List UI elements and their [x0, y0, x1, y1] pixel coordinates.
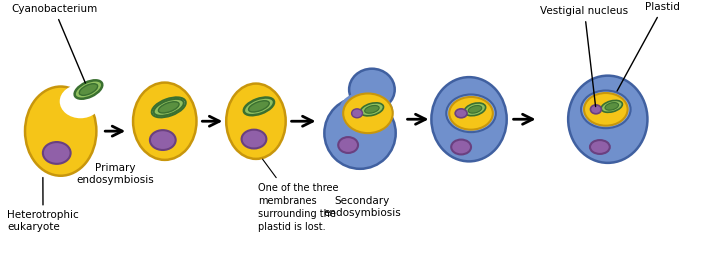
Ellipse shape	[352, 109, 362, 118]
Ellipse shape	[581, 90, 631, 128]
Ellipse shape	[43, 142, 70, 164]
Text: One of the three
membranes
surrounding the
plastid is lost.: One of the three membranes surrounding t…	[258, 159, 339, 232]
Ellipse shape	[431, 77, 507, 161]
Ellipse shape	[605, 103, 618, 110]
Ellipse shape	[152, 97, 186, 117]
Ellipse shape	[349, 69, 394, 110]
Ellipse shape	[249, 101, 269, 112]
Ellipse shape	[590, 105, 601, 114]
Ellipse shape	[133, 83, 196, 160]
Ellipse shape	[75, 80, 102, 99]
Text: Cyanobacterium: Cyanobacterium	[11, 4, 97, 83]
Ellipse shape	[158, 102, 179, 113]
Text: Secondary
endosymbiosis: Secondary endosymbiosis	[323, 196, 401, 218]
Ellipse shape	[226, 84, 286, 159]
Ellipse shape	[79, 84, 98, 95]
Ellipse shape	[447, 95, 496, 132]
Ellipse shape	[25, 87, 96, 176]
Ellipse shape	[568, 76, 647, 163]
Ellipse shape	[360, 103, 384, 116]
Ellipse shape	[450, 97, 493, 130]
Ellipse shape	[244, 98, 274, 115]
Ellipse shape	[59, 84, 102, 118]
Text: Heterotrophic
eukaryote: Heterotrophic eukaryote	[7, 177, 79, 232]
Ellipse shape	[241, 130, 266, 148]
Ellipse shape	[154, 99, 184, 116]
Ellipse shape	[324, 97, 396, 169]
Ellipse shape	[601, 100, 622, 112]
Ellipse shape	[590, 140, 610, 154]
Ellipse shape	[150, 130, 175, 150]
Ellipse shape	[584, 93, 628, 126]
Ellipse shape	[464, 103, 486, 116]
Ellipse shape	[365, 105, 379, 113]
Text: Primary
endosymbiosis: Primary endosymbiosis	[76, 163, 154, 185]
Ellipse shape	[343, 93, 393, 133]
Ellipse shape	[468, 105, 481, 113]
Text: Plastid: Plastid	[617, 2, 680, 91]
Text: Vestigial nucleus: Vestigial nucleus	[540, 6, 629, 107]
Ellipse shape	[339, 137, 358, 153]
Ellipse shape	[455, 109, 467, 118]
Ellipse shape	[339, 91, 393, 131]
Ellipse shape	[451, 140, 471, 154]
